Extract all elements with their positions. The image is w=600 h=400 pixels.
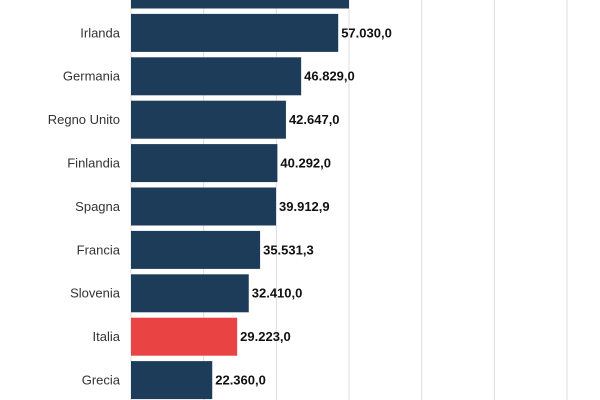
bar [131,274,249,313]
bar [131,317,238,356]
bar [131,57,302,96]
bar [131,230,261,269]
bar [131,13,339,52]
bar [131,187,277,226]
value-label: 40.292,0 [280,156,331,171]
category-label: Italia [93,329,121,344]
bar [131,144,278,183]
value-label: 57.030,0 [341,25,392,40]
category-label: Slovenia [70,286,121,301]
value-label: 29.223,0 [240,329,291,344]
category-label: Germania [63,69,121,84]
value-label: 39.912,9 [279,199,330,214]
bar [131,100,286,139]
category-label: Spagna [75,199,121,214]
category-label: Francia [77,242,121,257]
value-label: 42.647,0 [289,112,340,127]
value-label: 32.410,0 [252,286,303,301]
category-label: Irlanda [80,25,121,40]
value-label: 22.360,0 [215,373,266,388]
category-label: Regno Unito [48,112,120,127]
value-label: 35.531,3 [263,242,314,257]
category-label: Finlandia [67,156,121,171]
bar [131,361,213,400]
bar [131,0,349,9]
value-label: 46.829,0 [304,69,355,84]
category-label: Grecia [82,373,121,388]
